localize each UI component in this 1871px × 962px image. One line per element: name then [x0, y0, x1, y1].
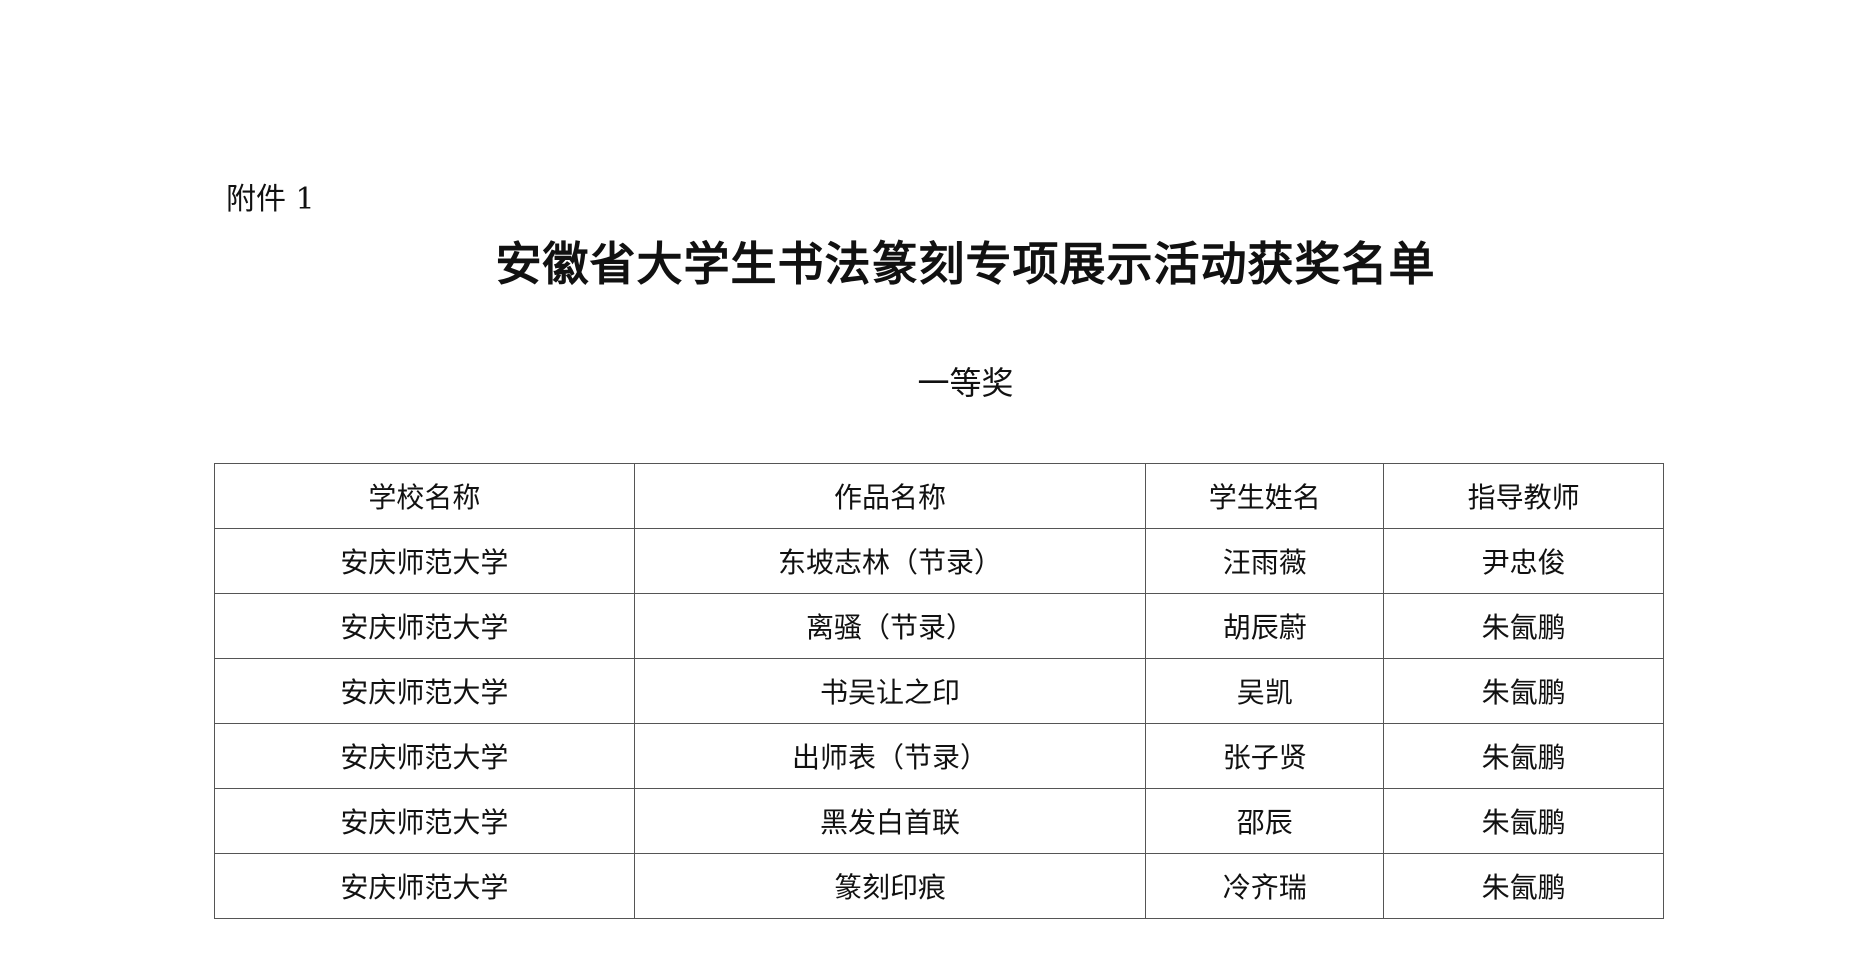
table-row: 安庆师范大学 篆刻印痕 冷齐瑞 朱氤鹏	[214, 853, 1664, 919]
cell-work: 离骚（节录）	[633, 593, 1147, 659]
table-row: 安庆师范大学 东坡志林（节录） 汪雨薇 尹忠俊	[214, 528, 1664, 594]
cell-school: 安庆师范大学	[214, 658, 635, 724]
attachment-label: 附件 1	[226, 182, 315, 217]
cell-school: 安庆师范大学	[214, 528, 635, 594]
cell-student: 汪雨薇	[1145, 528, 1385, 594]
award-table: 学校名称 作品名称 学生姓名 指导教师 安庆师范大学 东坡志林（节录） 汪雨薇 尹忠俊…	[214, 463, 1664, 919]
cell-student: 吴凯	[1145, 658, 1385, 724]
table-row: 安庆师范大学 离骚（节录） 胡辰蔚 朱氤鹏	[214, 593, 1664, 659]
table-row: 安庆师范大学 黑发白首联 邵辰 朱氤鹏	[214, 788, 1664, 854]
cell-teacher: 朱氤鹏	[1383, 593, 1664, 659]
cell-work: 出师表（节录）	[633, 723, 1147, 789]
header-student: 学生姓名	[1145, 463, 1385, 529]
table-row: 安庆师范大学 出师表（节录） 张子贤 朱氤鹏	[214, 723, 1664, 789]
cell-student: 冷齐瑞	[1145, 853, 1385, 919]
cell-work: 黑发白首联	[633, 788, 1147, 854]
cell-teacher: 朱氤鹏	[1383, 788, 1664, 854]
document-title: 安徽省大学生书法篆刻专项展示活动获奖名单	[495, 237, 1436, 291]
cell-student: 张子贤	[1145, 723, 1385, 789]
cell-teacher: 朱氤鹏	[1383, 853, 1664, 919]
cell-work: 东坡志林（节录）	[633, 528, 1147, 594]
cell-school: 安庆师范大学	[214, 853, 635, 919]
cell-teacher: 朱氤鹏	[1383, 658, 1664, 724]
cell-student: 胡辰蔚	[1145, 593, 1385, 659]
cell-school: 安庆师范大学	[214, 723, 635, 789]
cell-school: 安庆师范大学	[214, 788, 635, 854]
cell-work: 篆刻印痕	[633, 853, 1147, 919]
cell-student: 邵辰	[1145, 788, 1385, 854]
header-work: 作品名称	[633, 463, 1147, 529]
cell-school: 安庆师范大学	[214, 593, 635, 659]
table-header-row: 学校名称 作品名称 学生姓名 指导教师	[214, 463, 1664, 529]
cell-teacher: 尹忠俊	[1383, 528, 1664, 594]
table-row: 安庆师范大学 书吴让之印 吴凯 朱氤鹏	[214, 658, 1664, 724]
award-level-heading: 一等奖	[917, 364, 1014, 402]
header-school: 学校名称	[214, 463, 635, 529]
cell-teacher: 朱氤鹏	[1383, 723, 1664, 789]
cell-work: 书吴让之印	[633, 658, 1147, 724]
header-teacher: 指导教师	[1383, 463, 1664, 529]
